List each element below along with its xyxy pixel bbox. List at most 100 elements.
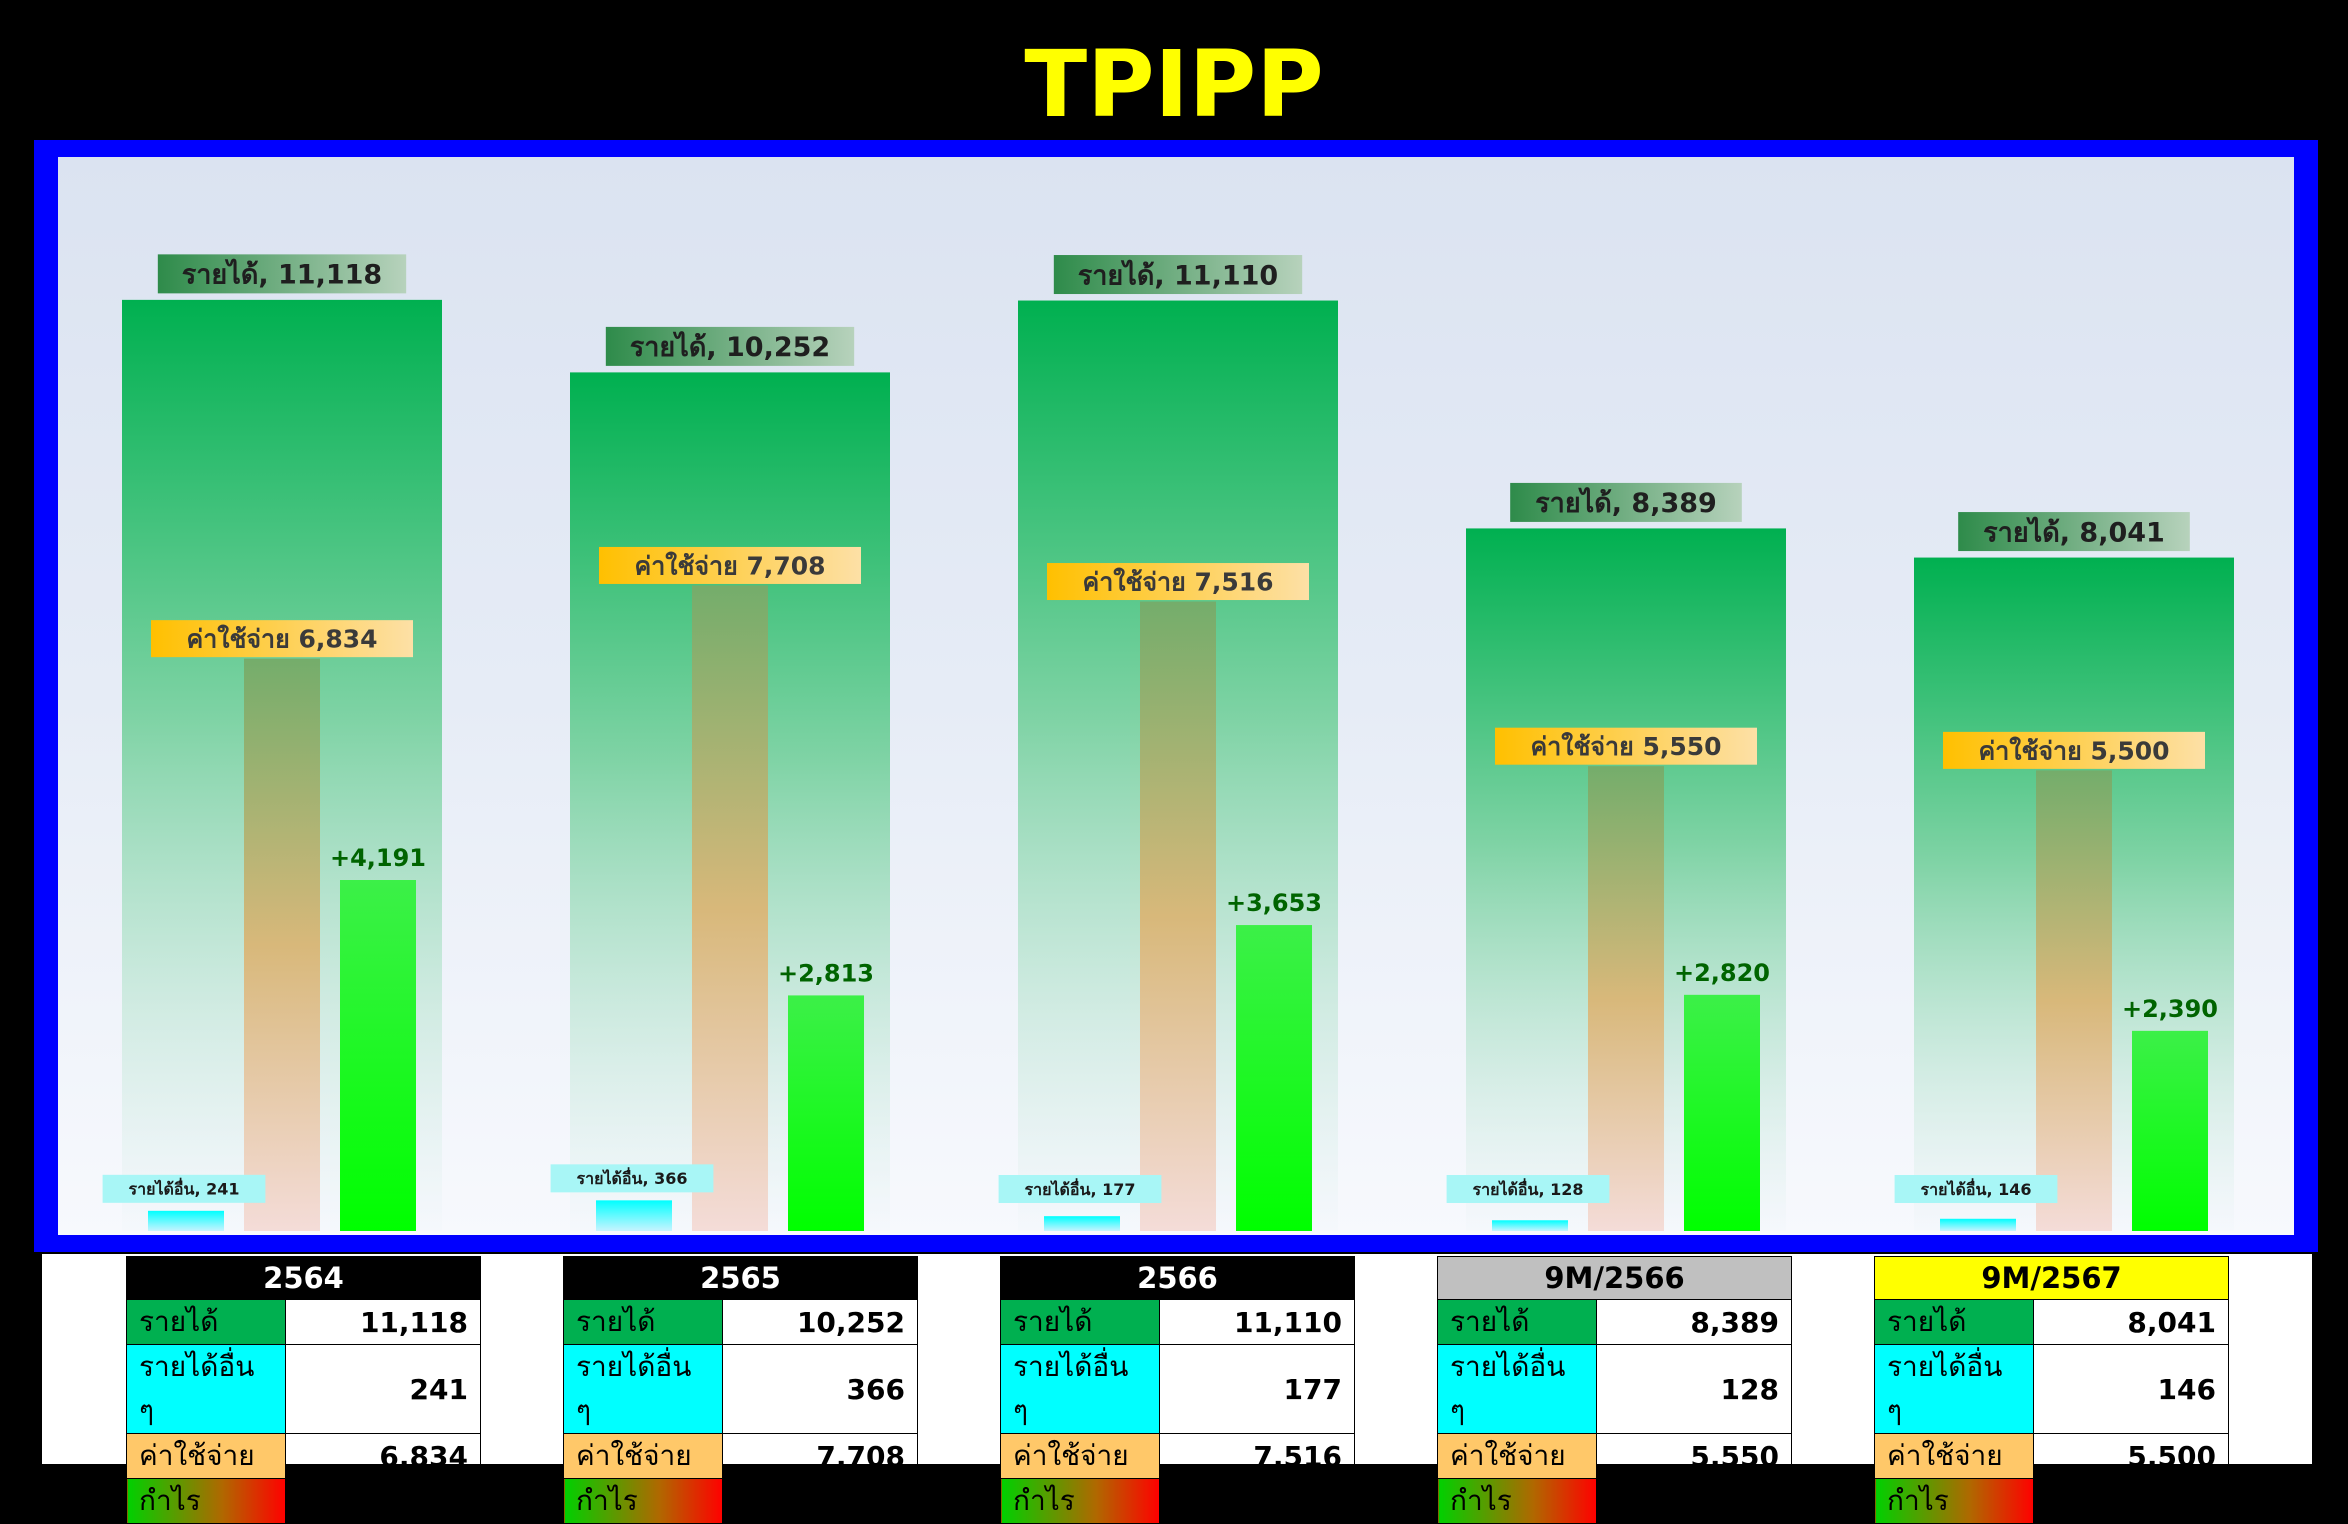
bar-chart: รายได้, 11,118 ค่าใช้จ่าย 6,834 +4,191 รายไ… — [102, 254, 2234, 1232]
profit-bar — [1236, 925, 1312, 1231]
row-value: 10,252 — [722, 1299, 918, 1345]
profit-bar — [1684, 994, 1760, 1231]
table-row: ค่าใช้จ่าย 5,550 — [1437, 1433, 1792, 1479]
table-row: รายได้ 11,118 — [126, 1299, 481, 1345]
row-label: รายได้อื่น ๆ — [1437, 1344, 1597, 1434]
profit-label: +2,820 — [1674, 959, 1770, 987]
expense-label: ค่าใช้จ่าย 7,708 — [634, 550, 825, 580]
table-row: กำไร 2,820 — [1437, 1478, 1792, 1524]
row-label: ค่าใช้จ่าย — [1874, 1433, 2034, 1479]
table-header: 2566 — [1000, 1256, 1355, 1300]
profit-bar — [340, 880, 416, 1231]
other-income-bar — [596, 1200, 672, 1231]
table-row: ค่าใช้จ่าย 7,516 — [1000, 1433, 1355, 1479]
year-table: 2566 รายได้ 11,110 รายได้อื่น ๆ 177 ค่าใช้จ่า… — [1000, 1256, 1355, 1524]
other-income-label-bg — [550, 1164, 714, 1193]
revenue-label: รายได้, 8,389 — [1535, 487, 1717, 519]
table-row: ค่าใช้จ่าย 6,834 — [126, 1433, 481, 1479]
other-income-bar — [1492, 1220, 1568, 1231]
expense-label: ค่าใช้จ่าย 5,550 — [1530, 731, 1721, 761]
other-income-label: รายได้อื่น, 366 — [577, 1167, 688, 1188]
chart-title: TPIPP — [1024, 31, 1324, 138]
row-label: รายได้ — [1000, 1299, 1160, 1345]
revenue-label-bg — [1053, 255, 1303, 295]
row-value: 5,500 — [2033, 1433, 2229, 1479]
other-income-label-bg — [102, 1174, 266, 1203]
chart-frame: รายได้, 11,118 ค่าใช้จ่าย 6,834 +4,191 รายไ… — [34, 140, 2318, 1252]
row-value: 2,390 — [2033, 1478, 2229, 1524]
row-label: กำไร — [1000, 1478, 1160, 1524]
row-value: 11,118 — [285, 1299, 481, 1345]
row-label: รายได้อื่น ๆ — [563, 1344, 723, 1434]
year-table: 2564 รายได้ 11,118 รายได้อื่น ๆ 241 ค่าใช้จ่า… — [126, 1256, 481, 1524]
row-label: ค่าใช้จ่าย — [1000, 1433, 1160, 1479]
expense-label: ค่าใช้จ่าย 5,500 — [1978, 735, 2169, 765]
expense-label-bg — [1495, 727, 1757, 765]
year-table: 9M/2567 รายได้ 8,041 รายได้อื่น ๆ 146 ค่าใช้จ… — [1874, 1256, 2229, 1524]
plot-area: รายได้, 11,118 ค่าใช้จ่าย 6,834 +4,191 รายไ… — [58, 157, 2294, 1235]
row-label: รายได้ — [126, 1299, 286, 1345]
revenue-label: รายได้, 8,041 — [1983, 516, 2165, 548]
row-value: 8,389 — [1596, 1299, 1792, 1345]
row-value: 177 — [1159, 1344, 1355, 1434]
row-value: 11,110 — [1159, 1299, 1355, 1345]
table-header: 9M/2567 — [1874, 1256, 2229, 1300]
other-income-bar — [1940, 1218, 2016, 1231]
row-value: 7,516 — [1159, 1433, 1355, 1479]
other-income-label: รายได้อื่น, 128 — [1473, 1178, 1584, 1199]
table-header: 9M/2566 — [1437, 1256, 1792, 1300]
expense-label-bg — [1047, 563, 1309, 601]
table-row: รายได้อื่น ๆ 128 — [1437, 1344, 1792, 1434]
row-value: 4,191 — [285, 1478, 481, 1524]
expense-bar — [244, 658, 320, 1231]
table-row: รายได้ 11,110 — [1000, 1299, 1355, 1345]
row-label: รายได้ — [1874, 1299, 2034, 1345]
other-income-label-bg — [1894, 1175, 2058, 1203]
revenue-label: รายได้, 11,110 — [1078, 259, 1278, 291]
revenue-label: รายได้, 10,252 — [630, 331, 830, 363]
other-income-label-bg — [998, 1175, 1162, 1203]
profit-bar — [2132, 1030, 2208, 1231]
revenue-label-bg — [605, 326, 855, 366]
row-value: 2,820 — [1596, 1478, 1792, 1524]
expense-bar — [1588, 766, 1664, 1231]
row-label: รายได้อื่น ๆ — [1000, 1344, 1160, 1434]
profit-label: +2,390 — [2122, 995, 2218, 1023]
profit-label: +3,653 — [1226, 889, 1322, 917]
revenue-label-bg — [1958, 512, 2190, 552]
row-label: ค่าใช้จ่าย — [1437, 1433, 1597, 1479]
other-income-bar — [148, 1210, 224, 1231]
profit-bar — [788, 995, 864, 1231]
row-value: 7,708 — [722, 1433, 918, 1479]
expense-label: ค่าใช้จ่าย 6,834 — [186, 624, 377, 654]
expense-label-bg — [1943, 731, 2205, 769]
expense-bar — [1140, 601, 1216, 1231]
table-row: รายได้อื่น ๆ 241 — [126, 1344, 481, 1434]
row-value: 3,653 — [1159, 1478, 1355, 1524]
row-label: รายได้อื่น ๆ — [1874, 1344, 2034, 1434]
revenue-label-bg — [157, 254, 407, 294]
revenue-label: รายได้, 11,118 — [182, 259, 382, 291]
table-header: 2564 — [126, 1256, 481, 1300]
row-value: 2,813 — [722, 1478, 918, 1524]
summary-tables: 2564 รายได้ 11,118 รายได้อื่น ๆ 241 ค่าใช้จ่า… — [42, 1254, 2312, 1524]
table-row: รายได้ 10,252 — [563, 1299, 918, 1345]
expense-label: ค่าใช้จ่าย 7,516 — [1082, 567, 1273, 597]
expense-label-bg — [151, 620, 413, 658]
row-value: 366 — [722, 1344, 918, 1434]
table-row: รายได้อื่น ๆ 146 — [1874, 1344, 2229, 1434]
row-value: 5,550 — [1596, 1433, 1792, 1479]
row-label: รายได้ — [563, 1299, 723, 1345]
other-income-bar — [1044, 1216, 1120, 1231]
other-income-label: รายได้อื่น, 177 — [1025, 1178, 1136, 1199]
table-row: กำไร 2,813 — [563, 1478, 918, 1524]
other-income-label: รายได้อื่น, 241 — [129, 1178, 240, 1199]
profit-label: +4,191 — [330, 844, 426, 872]
table-row: รายได้อื่น ๆ 366 — [563, 1344, 918, 1434]
row-label: รายได้อื่น ๆ — [126, 1344, 286, 1434]
row-label: รายได้ — [1437, 1299, 1597, 1345]
table-row: กำไร 2,390 — [1874, 1478, 2229, 1524]
row-label: ค่าใช้จ่าย — [126, 1433, 286, 1479]
row-label: กำไร — [1874, 1478, 2034, 1524]
table-row: รายได้ 8,041 — [1874, 1299, 2229, 1345]
